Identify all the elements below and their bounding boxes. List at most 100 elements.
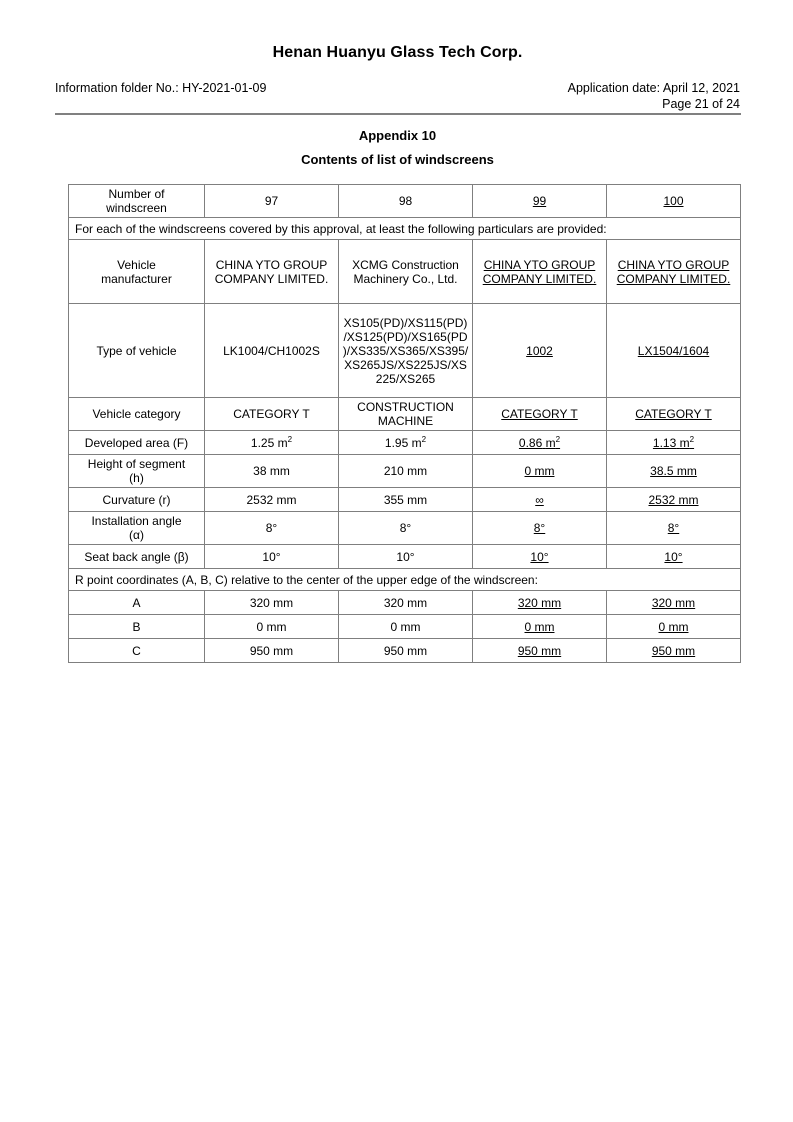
table-row-point-a: A 320 mm 320 mm 320 mm 320 mm [68,590,741,615]
developed-area-unit-97: m [277,435,288,450]
company-title: Henan Huanyu Glass Tech Corp. [272,44,523,61]
type-of-vehicle-col-97: LK1004/CH1002S [204,303,339,398]
developed-area-col-100: 1.13 m2 [606,430,741,455]
table-row-developed-area: Developed area (F) 1.25 m2 1.95 m2 0.86 … [68,430,741,455]
row-label-point-a: A [68,590,205,615]
type-of-vehicle-col-100: LX1504/1604 [606,303,741,398]
table-row-height-of-segment: Height of segment (h) 38 mm 210 mm 0 mm … [68,454,741,488]
row-label-installation-angle: Installation angle (α) [68,511,205,545]
developed-area-unit-99: m [545,435,556,450]
header-divider [55,113,741,115]
developed-area-unit-98: m [411,435,422,450]
windscreen-contents-table: Number of windscreen 97 98 99 100 For ea… [68,184,741,663]
seat-back-angle-col-99: 10° [472,544,607,569]
curvature-col-97: 2532 mm [204,487,339,512]
type-of-vehicle-col-99: 1002 [472,303,607,398]
height-of-segment-col-100: 38.5 mm [606,454,741,488]
manufacturer-col-100: CHINA YTO GROUP COMPANY LIMITED. [606,239,741,304]
row-label-point-b: B [68,614,205,639]
appendix-subtitle: Contents of list of windscreens [301,152,494,167]
application-date: Application date: April 12, 2021 [567,81,740,95]
developed-area-value-97: 1.25 [250,435,275,450]
number-label-line1: Number of [108,187,165,201]
point-a-col-100: 320 mm [606,590,741,615]
developed-area-col-97: 1.25 m2 [204,430,339,455]
height-of-segment-col-98: 210 mm [338,454,473,488]
point-b-col-97: 0 mm [204,614,339,639]
developed-area-col-98: 1.95 m2 [338,430,473,455]
approval-note-text: For each of the windscreens covered by t… [68,217,741,240]
point-c-col-99: 950 mm [472,638,607,663]
developed-area-value-98: 1.95 [384,435,409,450]
appendix-title: Appendix 10 [358,128,437,143]
height-label-line1: Height of segment [87,457,186,471]
curvature-col-100: 2532 mm [606,487,741,512]
point-c-col-98: 950 mm [338,638,473,663]
table-row-rpoint-note: R point coordinates (A, B, C) relative t… [68,568,741,591]
point-c-col-100: 950 mm [606,638,741,663]
height-of-segment-col-97: 38 mm [204,454,339,488]
installation-angle-label-line1: Installation angle [91,514,182,528]
row-label-number-of-windscreen: Number of windscreen [68,184,205,218]
windscreen-number-98: 98 [338,184,473,218]
manufacturer-label-line2: manufacturer [101,271,172,286]
installation-angle-col-99: 8° [472,511,607,545]
windscreen-number-100: 100 [606,184,741,218]
table-row-type-of-vehicle: Type of vehicle LK1004/CH1002S XS105(PD)… [68,303,741,398]
table-row-installation-angle: Installation angle (α) 8° 8° 8° 8° [68,511,741,545]
number-label-line2: windscreen [106,201,167,215]
point-a-col-98: 320 mm [338,590,473,615]
table-row-vehicle-manufacturer: Vehicle manufacturer CHINA YTO GROUP COM… [68,239,741,304]
row-label-height-of-segment: Height of segment (h) [68,454,205,488]
installation-angle-col-97: 8° [204,511,339,545]
point-a-col-99: 320 mm [472,590,607,615]
type-of-vehicle-col-98: XS105(PD)/XS115(PD)/XS125(PD)/XS165(PD)/… [338,303,473,398]
developed-area-unit-100: m [679,435,690,450]
table-row-approval-note: For each of the windscreens covered by t… [68,217,741,240]
manufacturer-col-98: XCMG Construction Machinery Co., Ltd. [338,239,473,304]
installation-angle-label-line2: (α) [129,528,144,542]
manufacturer-col-99: CHINA YTO GROUP COMPANY LIMITED. [472,239,607,304]
row-label-developed-area: Developed area (F) [68,430,205,455]
seat-back-angle-col-100: 10° [606,544,741,569]
vehicle-category-col-97: CATEGORY T [204,397,339,431]
row-label-point-c: C [68,638,205,663]
manufacturer-col-97: CHINA YTO GROUP COMPANY LIMITED. [204,239,339,304]
vehicle-category-col-100: CATEGORY T [606,397,741,431]
row-label-curvature: Curvature (r) [68,487,205,512]
point-a-col-97: 320 mm [204,590,339,615]
manufacturer-label-line1: Vehicle [117,257,156,272]
information-folder-no: Information folder No.: HY-2021-01-09 [55,81,267,95]
height-label-line2: (h) [129,471,144,485]
vehicle-category-col-98: CONSTRUCTION MACHINE [338,397,473,431]
height-of-segment-col-99: 0 mm [472,454,607,488]
developed-area-exp-99: 2 [555,434,561,444]
vehicle-category-col-99: CATEGORY T [472,397,607,431]
table-row-windscreen-number: Number of windscreen 97 98 99 100 [68,184,741,218]
windscreen-number-97: 97 [204,184,339,218]
point-b-col-100: 0 mm [606,614,741,639]
row-label-seat-back-angle: Seat back angle (β) [68,544,205,569]
installation-angle-col-100: 8° [606,511,741,545]
table-row-curvature: Curvature (r) 2532 mm 355 mm ∞ 2532 mm [68,487,741,512]
seat-back-angle-col-97: 10° [204,544,339,569]
developed-area-exp-98: 2 [421,434,427,444]
rpoint-note-text: R point coordinates (A, B, C) relative t… [68,568,741,591]
table-row-point-c: C 950 mm 950 mm 950 mm 950 mm [68,638,741,663]
table-row-vehicle-category: Vehicle category CATEGORY T CONSTRUCTION… [68,397,741,431]
developed-area-exp-97: 2 [287,434,293,444]
developed-area-exp-100: 2 [689,434,695,444]
developed-area-value-100: 1.13 [652,435,677,450]
row-label-type-of-vehicle: Type of vehicle [68,303,205,398]
table-row-seat-back-angle: Seat back angle (β) 10° 10° 10° 10° [68,544,741,569]
point-b-col-98: 0 mm [338,614,473,639]
page-number: Page 21 of 24 [662,97,740,111]
curvature-col-98: 355 mm [338,487,473,512]
row-label-vehicle-manufacturer: Vehicle manufacturer [68,239,205,304]
point-c-col-97: 950 mm [204,638,339,663]
seat-back-angle-col-98: 10° [338,544,473,569]
developed-area-col-99: 0.86 m2 [472,430,607,455]
developed-area-value-99: 0.86 [518,435,543,450]
point-b-col-99: 0 mm [472,614,607,639]
